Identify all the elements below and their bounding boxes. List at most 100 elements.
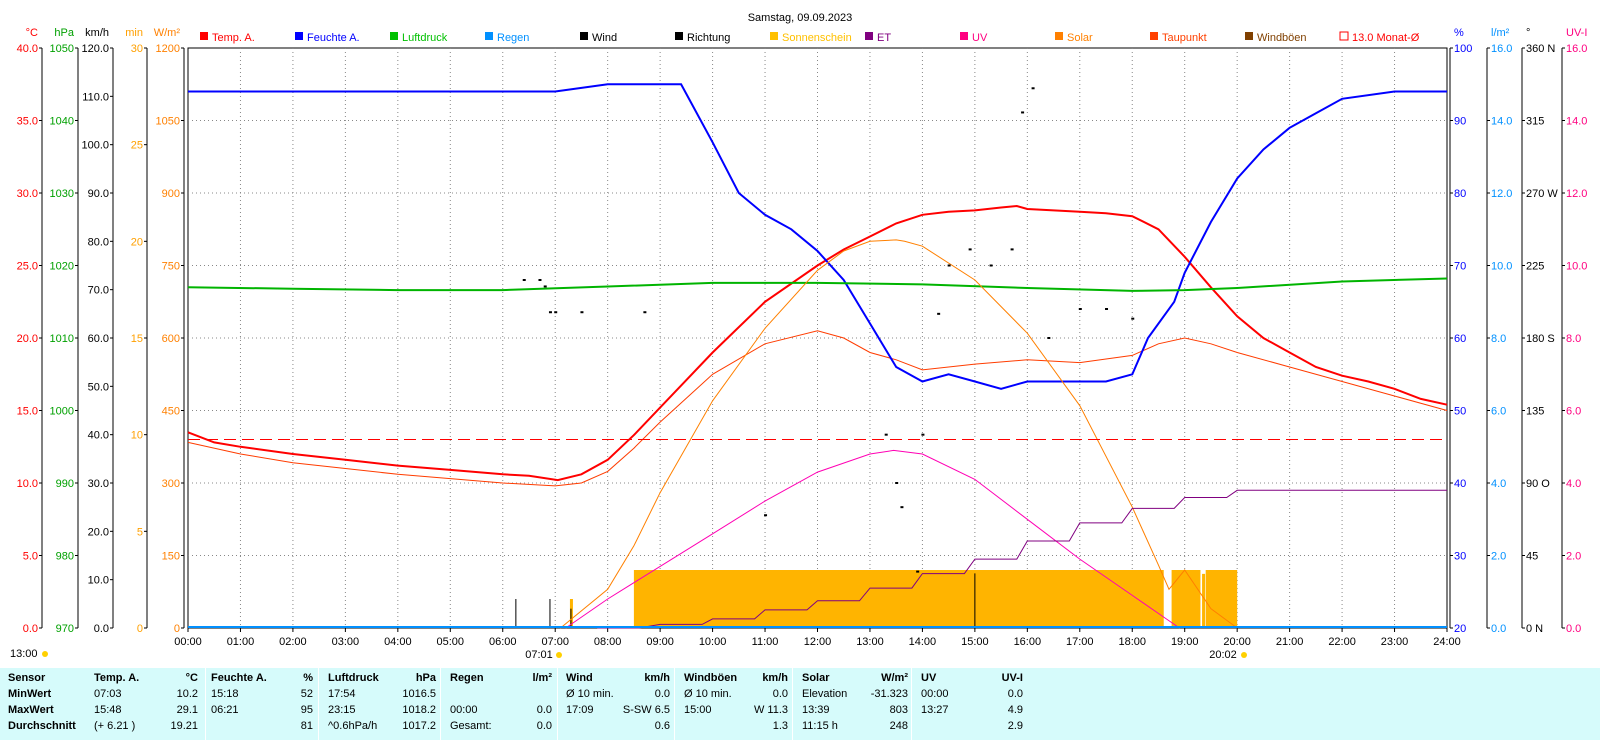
stats-header-wind: Wind: [566, 672, 593, 684]
minutes-axis-tick-label: 0: [137, 623, 143, 635]
x-tick-label: 11:00: [752, 636, 779, 648]
legend-swatch: [1150, 32, 1158, 40]
sunrise-sun-icon: [556, 652, 562, 658]
uv-axis-tick-label: 12.0: [1566, 188, 1587, 200]
legend-swatch: [675, 32, 683, 40]
chart-legend: Temp. A. Feuchte A. Luftdruck Regen Wind Rich…: [200, 31, 1420, 44]
temp-axis-unit: °C: [26, 27, 38, 39]
legend-label: Feuchte A.: [307, 32, 360, 44]
series-line-taupunkt: [187, 330, 1448, 487]
temp-axis-tick-label: 5.0: [23, 551, 38, 563]
legend-label: Luftdruck: [402, 32, 448, 44]
legend-swatch: [960, 32, 968, 40]
rain-axis-tick-label: 2.0: [1491, 551, 1506, 563]
sunshine-block: [1205, 570, 1238, 628]
minutes-axis-tick-label: 20: [131, 236, 143, 248]
wind-axis-tick-label: 80.0: [88, 236, 109, 248]
direction-point: [947, 264, 951, 267]
stats-header-gust: Windböen: [684, 672, 738, 684]
direction-axis-tick-label: 0 N: [1526, 623, 1543, 635]
stats-cell-solar-time: Elevation: [802, 688, 848, 700]
rain-axis-tick-label: 14.0: [1491, 116, 1512, 128]
uv-axis-tick-label: 8.0: [1566, 333, 1581, 345]
rain-axis-tick-label: 12.0: [1491, 188, 1512, 200]
chart-axes: 00:00 01:00 02:00 03:00 04:00 05:00 06:00 07:00…: [10, 27, 1587, 661]
stats-cell-press-time: 23:15: [328, 704, 356, 716]
legend-swatch: [580, 32, 588, 40]
direction-point: [916, 570, 920, 573]
uv-axis-tick-label: 6.0: [1566, 406, 1581, 418]
legend-swatch: [1245, 32, 1253, 40]
x-tick-label: 18:00: [1118, 636, 1146, 648]
temp-axis-tick-label: 30.0: [17, 188, 38, 200]
stats-row-label: MaxWert: [8, 704, 54, 716]
stats-cell-uv-value: 2.9: [1007, 720, 1023, 732]
legend-label: Windböen: [1257, 32, 1307, 44]
legend-label: Sonnenschein: [782, 32, 852, 44]
humidity-axis-tick-label: 100: [1454, 43, 1472, 55]
pressure-axis-tick-label: 1010: [50, 333, 74, 345]
legend-label: Richtung: [687, 32, 730, 44]
solar-axis-tick-label: 1200: [156, 43, 180, 55]
direction-point: [968, 248, 972, 251]
uv-axis-tick-label: 4.0: [1566, 478, 1581, 490]
table-divider: [318, 668, 319, 740]
x-tick-label: 08:00: [594, 636, 622, 648]
direction-axis-tick-label: 315: [1526, 116, 1544, 128]
x-tick-label: 24:00: [1433, 636, 1461, 648]
direction-point: [1010, 248, 1014, 251]
direction-point: [1031, 87, 1035, 90]
x-tick-label: 10:00: [699, 636, 727, 648]
wind-axis-tick-label: 20.0: [88, 526, 109, 538]
minutes-axis-tick-label: 25: [131, 140, 143, 152]
direction-axis-tick-label: 360 N: [1526, 43, 1555, 55]
stats-cell-solar-value: 248: [889, 720, 908, 732]
solar-axis-tick-label: 900: [162, 188, 180, 200]
wind-axis-tick-label: 60.0: [88, 333, 109, 345]
temp-axis-tick-label: 20.0: [17, 333, 38, 345]
stats-header-wind-unit: km/h: [644, 672, 670, 684]
rain-axis-tick-label: 8.0: [1491, 333, 1506, 345]
solar-axis-unit: W/m²: [154, 27, 181, 39]
legend-label: Wind: [592, 32, 617, 44]
sunset-label: 20:02: [1209, 649, 1237, 661]
legend-label: 13.0 Monat-Ø: [1352, 32, 1420, 44]
pressure-axis-tick-label: 980: [56, 551, 74, 563]
series-line-et: [597, 489, 1447, 629]
series-line-feuchte-a: [188, 83, 1447, 390]
pressure-axis-tick-label: 1040: [50, 116, 74, 128]
direction-point: [884, 433, 888, 436]
x-tick-label: 03:00: [332, 636, 360, 648]
humidity-axis-tick-label: 90: [1454, 116, 1466, 128]
stats-cell-temp-value: 19.21: [170, 720, 198, 732]
stats-cell-rain-time: 00:00: [450, 704, 478, 716]
stats-header-press: Luftdruck: [328, 672, 379, 684]
uv-axis-unit: UV-I: [1566, 27, 1587, 39]
wind-axis-tick-label: 70.0: [88, 285, 109, 297]
stats-cell-hum-time: 15:18: [211, 688, 239, 700]
stats-header-press-unit: hPa: [415, 672, 436, 684]
x-tick-label: 20:00: [1223, 636, 1251, 648]
legend-swatch: [1339, 31, 1349, 41]
humidity-axis-tick-label: 80: [1454, 188, 1466, 200]
stats-cell-uv-time: 13:27: [921, 704, 949, 716]
uv-axis-tick-label: 10.0: [1566, 261, 1587, 273]
legend-label: Solar: [1067, 32, 1093, 44]
stats-header-solar-unit: W/m²: [881, 672, 908, 684]
stats-cell-solar-value: 803: [889, 704, 908, 716]
minutes-axis-tick-label: 15: [131, 333, 143, 345]
wind-axis-tick-label: 10.0: [88, 575, 109, 587]
direction-point: [522, 279, 526, 281]
stats-cell-press-value: 1018.2: [402, 704, 436, 716]
direction-point: [764, 514, 768, 517]
series-line-luftdruck: [187, 277, 1448, 292]
solar-axis-tick-label: 0: [174, 623, 180, 635]
humidity-axis-tick-label: 30: [1454, 551, 1466, 563]
stats-header-rain: Regen: [450, 672, 484, 684]
legend-swatch: [390, 32, 398, 40]
x-tick-label: 09:00: [646, 636, 674, 648]
temp-axis-tick-label: 40.0: [17, 43, 38, 55]
rain-axis-tick-label: 10.0: [1491, 261, 1512, 273]
pressure-axis-tick-label: 1050: [50, 43, 74, 55]
x-tick-label: 16:00: [1014, 636, 1042, 648]
